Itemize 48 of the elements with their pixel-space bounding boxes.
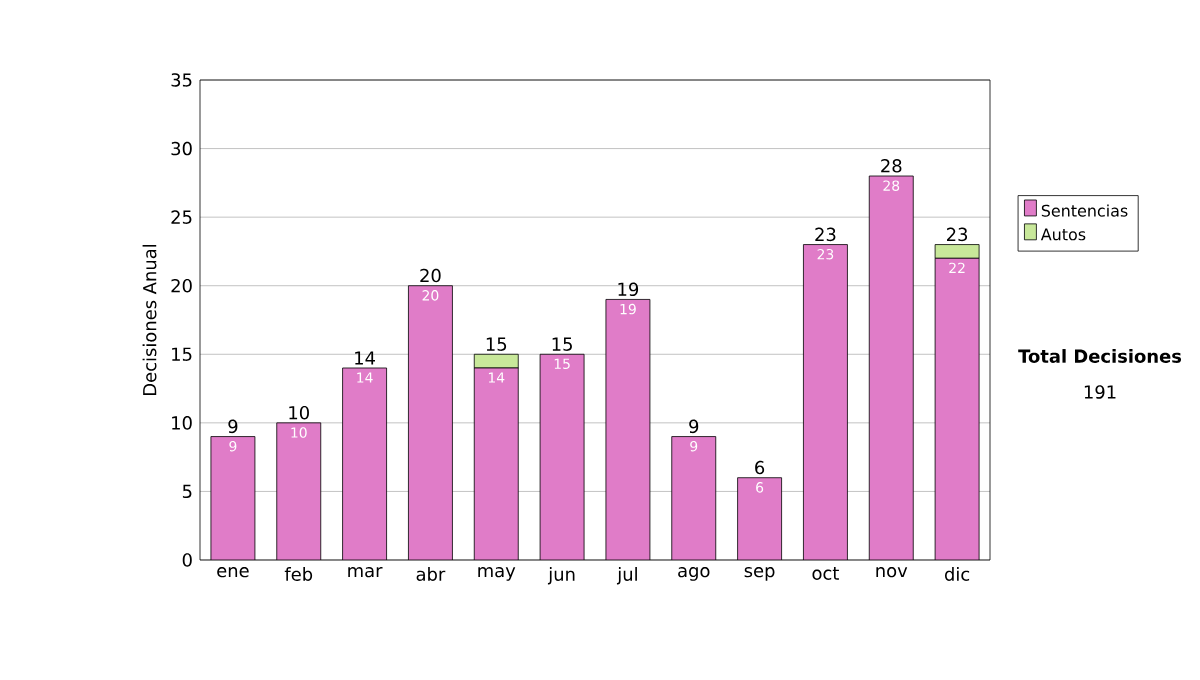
- x-tick-label: ago: [678, 567, 710, 581]
- bar: [869, 176, 914, 560]
- x-tick-label: sep: [744, 567, 775, 581]
- x-tick-label: mar: [348, 567, 383, 578]
- bar: [473, 353, 519, 369]
- bar: [408, 285, 453, 560]
- y-tick-label: 15: [172, 347, 192, 361]
- total-label: 9: [228, 419, 238, 434]
- total-label: 14: [355, 351, 375, 365]
- text: 191: [1084, 385, 1116, 399]
- y-tick-label: 25: [171, 210, 192, 224]
- bar: [934, 257, 980, 560]
- bar: [540, 354, 585, 560]
- bar: [737, 477, 782, 560]
- x-tick-label: jun: [547, 567, 575, 585]
- x-tick-label: feb: [284, 567, 313, 581]
- y-axis-title: Decisiones Anual: [142, 244, 157, 395]
- y-tick-label: 35: [171, 73, 192, 87]
- total-label: 6: [755, 460, 765, 475]
- y-tick-label: 30: [171, 141, 192, 156]
- total-label: 20: [420, 268, 441, 283]
- y-tick-label: 0: [182, 553, 192, 567]
- total-label: 23: [815, 227, 836, 242]
- x-tick-label: oct: [812, 567, 839, 580]
- total-label: 10: [289, 405, 309, 420]
- y-tick-label: 20: [171, 278, 192, 293]
- total-label: 23: [947, 227, 968, 242]
- bar: [803, 244, 848, 560]
- total-label: 19: [618, 282, 639, 297]
- x-tick-label: ene: [217, 567, 249, 578]
- total-label: 9: [689, 419, 699, 434]
- bar: [342, 368, 387, 560]
- bar: [474, 368, 519, 560]
- x-tick-label: abr: [416, 567, 446, 581]
- bar: [605, 299, 650, 560]
- bar: [276, 422, 321, 560]
- bar: [210, 436, 255, 560]
- y-tick-label: 5: [182, 484, 192, 499]
- y-tick-label: 10: [172, 416, 192, 430]
- total-label: 28: [881, 159, 902, 173]
- text: Total Decisiones: [1018, 349, 1182, 363]
- total-label: 15: [486, 337, 507, 351]
- total-label: 15: [552, 337, 572, 351]
- x-tick-label: nov: [876, 567, 908, 578]
- x-tick-label: jul: [616, 567, 637, 585]
- bar: [671, 436, 716, 560]
- x-tick-label: dic: [944, 567, 970, 581]
- x-tick-label: may: [478, 567, 516, 581]
